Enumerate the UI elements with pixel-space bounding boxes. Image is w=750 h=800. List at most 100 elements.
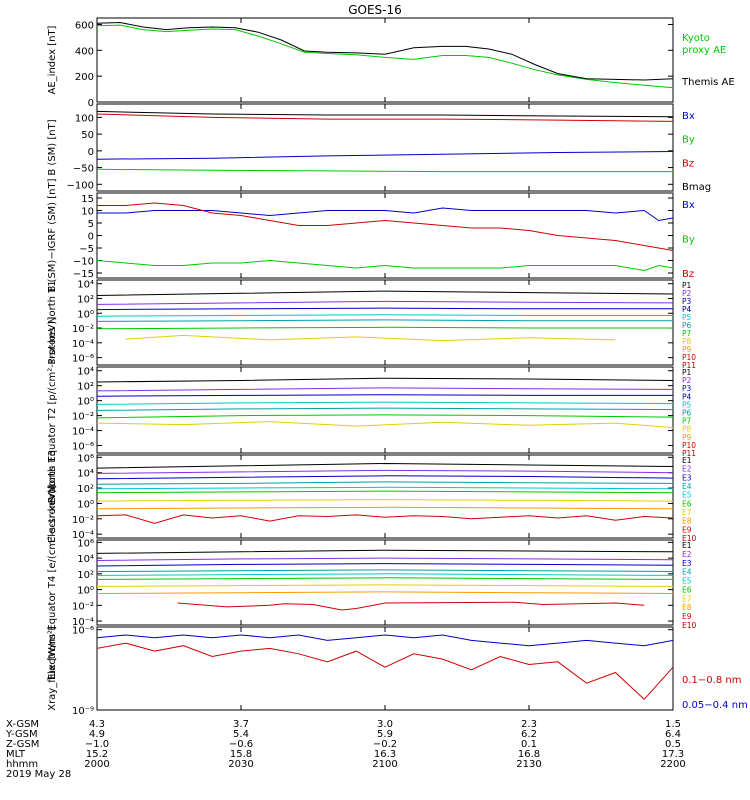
y-tick-label: 400: [75, 46, 94, 57]
legend-entry: E7: [682, 508, 692, 517]
ephem-value: 16.8: [518, 749, 540, 760]
y-tick-label: −100: [67, 180, 94, 191]
series-kyoto-proxy-ae: [96, 24, 674, 89]
y-tick-label: −5: [79, 244, 94, 255]
ephem-value: −1.0: [85, 739, 109, 750]
series-e3: [96, 475, 674, 480]
y-tick-label: 10⁰: [77, 309, 94, 320]
y-tick-label: 10⁰: [77, 499, 94, 510]
series-e6: [96, 577, 674, 580]
y-tick-label: −15: [73, 269, 94, 280]
legend-entry: 0.1−0.8 nm: [682, 675, 741, 686]
series-p8: [125, 334, 616, 342]
ephem-value: 5.9: [377, 729, 393, 740]
series-p3: [96, 394, 673, 397]
legend-entry: P10: [682, 441, 696, 450]
legend-entry: P1: [682, 281, 692, 290]
y-tick-label: 10⁻⁴: [72, 530, 94, 541]
y-tick-label: 10⁰: [77, 397, 94, 408]
series-0-1-0-8-nm: [96, 642, 674, 701]
y-axis-title: B (SM) [nT]: [47, 119, 58, 175]
legend-entry: P1: [682, 368, 692, 377]
y-tick-label: −50: [73, 164, 94, 175]
y-tick-label: 10⁴: [77, 367, 94, 378]
series-p6: [96, 407, 674, 411]
y-tick-label: 0: [88, 147, 94, 158]
legend-entry: Bx: [682, 200, 695, 211]
y-tick-label: 5: [88, 219, 94, 230]
legend-entry: E2: [682, 465, 692, 474]
panel-6: 10⁶ 10⁴ 10² 10⁰ 10⁻² 10⁻⁴ Electrons North T3 E1…: [47, 450, 697, 543]
legend-entry: Bmag: [682, 182, 711, 193]
legend-entry: Bz: [682, 158, 694, 169]
y-axis-title: Electrons North T3: [47, 450, 58, 543]
y-tick-label: 10⁴: [77, 469, 94, 480]
y-tick-label: 10⁰: [77, 586, 94, 597]
y-tick-label: 10⁶: [77, 538, 94, 549]
y-axis-title: B (SM)−IGRF (SM) [nT]: [47, 178, 58, 292]
series-e4: [96, 569, 674, 572]
legend-entry: E8: [682, 517, 692, 526]
y-tick-label: 10⁴: [77, 554, 94, 565]
panel-frame: [96, 626, 674, 711]
legend-entry: P9: [682, 433, 692, 442]
y-tick-label: 10⁻⁴: [72, 339, 94, 350]
series-e7: [96, 584, 674, 587]
legend-entry: P9: [682, 345, 692, 354]
y-tick-label: 10⁻⁴: [72, 427, 94, 438]
y-tick-label: 10⁻²: [72, 601, 94, 612]
series-e8: [96, 591, 674, 594]
series-bz: [96, 113, 674, 122]
y-tick-label: 10⁻⁶: [72, 354, 94, 365]
ephem-value: 6.4: [665, 729, 681, 740]
ephem-value: 0.5: [665, 739, 681, 750]
legend-entry: P7: [682, 417, 692, 426]
y-tick-label: 10⁻²: [72, 324, 94, 335]
legend-entry: P6: [682, 409, 692, 418]
legend-entry: Bx: [682, 111, 695, 122]
legend-entry: P8: [682, 425, 692, 434]
series-e9: [96, 514, 674, 524]
series-e1: [96, 462, 674, 469]
y-tick-label: 50: [81, 130, 94, 141]
y-tick-label: 10⁻⁹: [72, 706, 94, 717]
ephem-value: 2200: [660, 759, 685, 770]
ephem-value: −0.6: [229, 739, 253, 750]
series-e5: [96, 573, 674, 576]
ephem-value: 6.2: [521, 729, 537, 740]
ephem-value: 15.2: [86, 749, 108, 760]
y-tick-label: 600: [75, 20, 94, 31]
ephem-row-label: X-GSM: [6, 719, 39, 730]
y-axis-title: Electrons Equator T4 [e/(cm²-s-sr-keV)]: [47, 485, 58, 680]
ephem-value: 2.3: [521, 719, 537, 730]
y-tick-label: 0: [88, 98, 94, 109]
series-e8: [96, 506, 674, 510]
legend-entry: E5: [682, 491, 692, 500]
legend-entry: E4: [682, 482, 692, 491]
legend-entry: E6: [682, 499, 692, 508]
legend-entry: E9: [682, 612, 692, 621]
y-tick-label: 10²: [77, 570, 94, 581]
series-p7: [96, 326, 673, 330]
y-tick-label: 10⁻⁴: [72, 617, 94, 628]
ephem-row-label: Y-GSM: [5, 729, 38, 740]
ephem-value: 4.3: [89, 719, 105, 730]
y-tick-label: 10⁻²: [72, 515, 94, 526]
legend-entry: E4: [682, 568, 692, 577]
ephem-value: 2030: [228, 759, 253, 770]
ephem-value: 3.7: [233, 719, 249, 730]
series-e9: [177, 601, 645, 611]
y-axis-title: Protons Equator T2 [p/(cm²-s-sr-keV)]: [47, 317, 58, 504]
legend-entry: Bz: [682, 269, 694, 280]
series-p8: [96, 421, 674, 429]
ephem-value: 3.0: [377, 719, 393, 730]
series-themis-ae: [96, 21, 674, 81]
series-e2: [96, 469, 674, 474]
y-tick-label: 10⁻²: [72, 412, 94, 423]
legend-entry: P8: [682, 337, 692, 346]
legend-entry: E8: [682, 603, 692, 612]
y-tick-label: 10⁶: [77, 453, 94, 464]
